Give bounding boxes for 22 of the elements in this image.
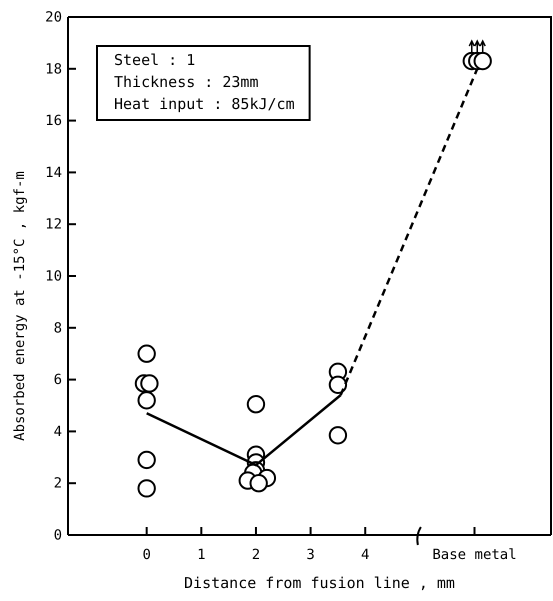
y-tick-label: 10: [45, 268, 62, 284]
y-tick-label: 20: [45, 9, 62, 26]
x-axis-title: Distance from fusion line , mm: [184, 574, 455, 592]
annotation: Heat input : 85kJ/cm: [114, 95, 295, 113]
annotation: Steel : 1: [114, 51, 196, 69]
y-tick-label: 8: [54, 320, 62, 336]
y-tick-label: 12: [45, 216, 62, 233]
x-tick-label: 4: [361, 546, 370, 563]
x-tick-label: 0: [142, 546, 151, 563]
y-axis-title: Absorbed energy at -15°C , kgf-m: [12, 171, 28, 441]
x-tick-label: 3: [306, 546, 315, 563]
y-tick-label: 4: [54, 424, 62, 440]
x-tick-label: Base metal: [432, 546, 517, 563]
y-tick-label: 2: [54, 476, 62, 492]
y-tick-label: 14: [45, 164, 62, 181]
annotation: Thickness : 23mm: [114, 73, 258, 91]
x-tick-label: 1: [197, 546, 206, 563]
x-tick-label: 2: [252, 546, 260, 563]
y-tick-label: 6: [54, 372, 62, 388]
y-tick-label: 18: [45, 61, 62, 78]
y-tick-label: 0: [54, 527, 62, 544]
y-tick-label: 16: [45, 113, 62, 130]
